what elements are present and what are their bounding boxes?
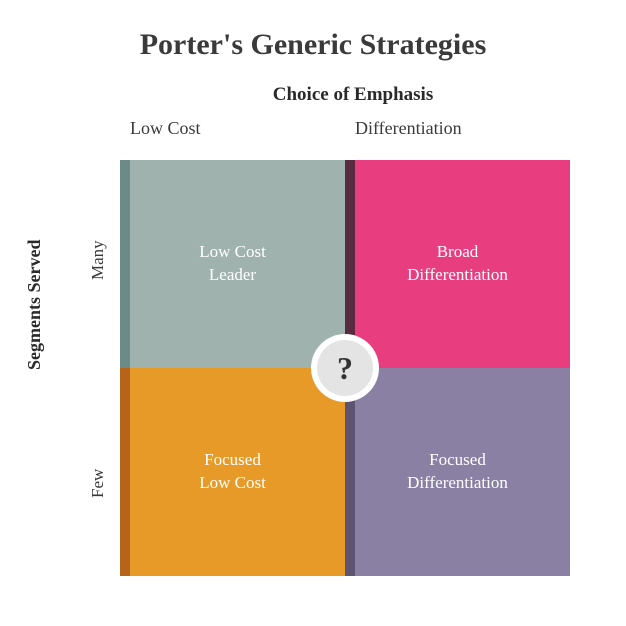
quadrant-focused-differentiation: FocusedDifferentiation xyxy=(345,368,570,576)
quadrant-accent xyxy=(120,160,130,368)
page-title: Porter's Generic Strategies xyxy=(0,0,626,62)
matrix-row-top: Low CostLeader BroadDifferentiation xyxy=(120,160,570,368)
quadrant-label: FocusedLow Cost xyxy=(179,449,286,495)
quadrant-accent xyxy=(120,368,130,576)
col-header-left: Low Cost xyxy=(120,118,345,139)
row-label-many: Many xyxy=(88,240,108,280)
center-question-badge: ? xyxy=(317,340,373,396)
quadrant-label: Low CostLeader xyxy=(179,241,286,287)
col-header-right: Differentiation xyxy=(345,118,570,139)
quadrant-label: FocusedDifferentiation xyxy=(387,449,528,495)
quadrant-label: BroadDifferentiation xyxy=(387,241,528,287)
column-headers: Low Cost Differentiation xyxy=(0,118,626,139)
row-label-few: Few xyxy=(88,469,108,498)
question-mark-icon: ? xyxy=(337,350,353,387)
top-axis-title: Choice of Emphasis xyxy=(0,84,626,106)
quadrant-accent xyxy=(345,368,355,576)
quadrant-accent xyxy=(345,160,355,368)
left-axis-title: Segments Served xyxy=(24,240,45,370)
quadrant-focused-low-cost: FocusedLow Cost xyxy=(120,368,345,576)
quadrant-low-cost-leader: Low CostLeader xyxy=(120,160,345,368)
matrix-row-bottom: FocusedLow Cost FocusedDifferentiation xyxy=(120,368,570,576)
quadrant-broad-differentiation: BroadDifferentiation xyxy=(345,160,570,368)
